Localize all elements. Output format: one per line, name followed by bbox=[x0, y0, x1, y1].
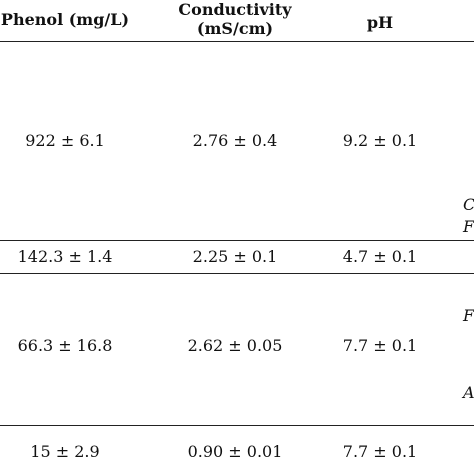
header-conductivity: Conductivity (mS/cm) bbox=[150, 0, 320, 38]
row4-phenol: 15 ± 2.9 bbox=[30, 442, 100, 461]
header-ph: pH bbox=[366, 13, 394, 32]
header-rule bbox=[0, 41, 474, 42]
edge-fragment-1: C bbox=[463, 195, 474, 215]
header-conductivity-line1: Conductivity bbox=[178, 0, 292, 19]
row3-phenol: 66.3 ± 16.8 bbox=[17, 336, 113, 355]
row1-conductivity: 2.76 ± 0.4 bbox=[192, 131, 278, 150]
edge-fragment-4: A bbox=[463, 383, 474, 402]
row2-ph: 4.7 ± 0.1 bbox=[342, 247, 418, 266]
header-phenol: Phenol (mg/L) bbox=[0, 10, 130, 29]
edge-fragment-3: F bbox=[463, 306, 474, 325]
edge-fragment-2: F bbox=[463, 217, 474, 236]
row3-conductivity: 2.62 ± 0.05 bbox=[187, 336, 283, 355]
row3-ph: 7.7 ± 0.1 bbox=[342, 336, 418, 355]
row4-ph: 7.7 ± 0.1 bbox=[342, 442, 418, 461]
row2-rule bbox=[0, 273, 474, 274]
row2-conductivity: 2.25 ± 0.1 bbox=[192, 247, 278, 266]
row2-phenol: 142.3 ± 1.4 bbox=[17, 247, 113, 266]
row1-phenol: 922 ± 6.1 bbox=[25, 131, 105, 150]
row1-ph: 9.2 ± 0.1 bbox=[342, 131, 418, 150]
row4-conductivity: 0.90 ± 0.01 bbox=[187, 442, 283, 461]
row1-rule bbox=[0, 240, 474, 241]
header-conductivity-line2: (mS/cm) bbox=[196, 19, 274, 38]
row3-rule bbox=[0, 425, 474, 426]
